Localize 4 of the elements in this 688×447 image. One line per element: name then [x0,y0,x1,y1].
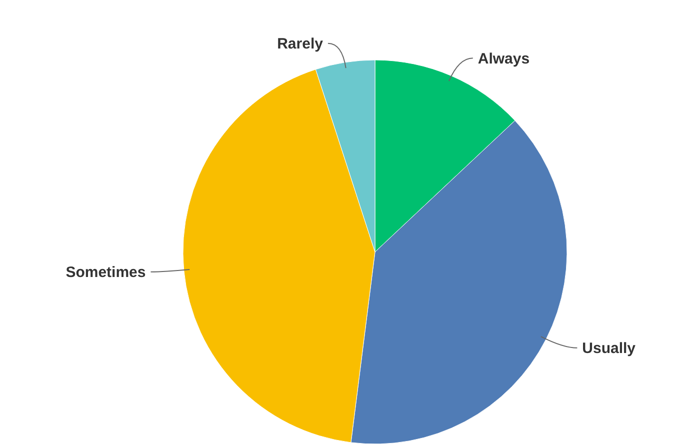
slice-label: Always [478,50,530,68]
slice-label: Rarely [277,36,324,53]
slice-label: Sometimes [66,264,146,282]
slice-label: Usually [582,340,636,358]
